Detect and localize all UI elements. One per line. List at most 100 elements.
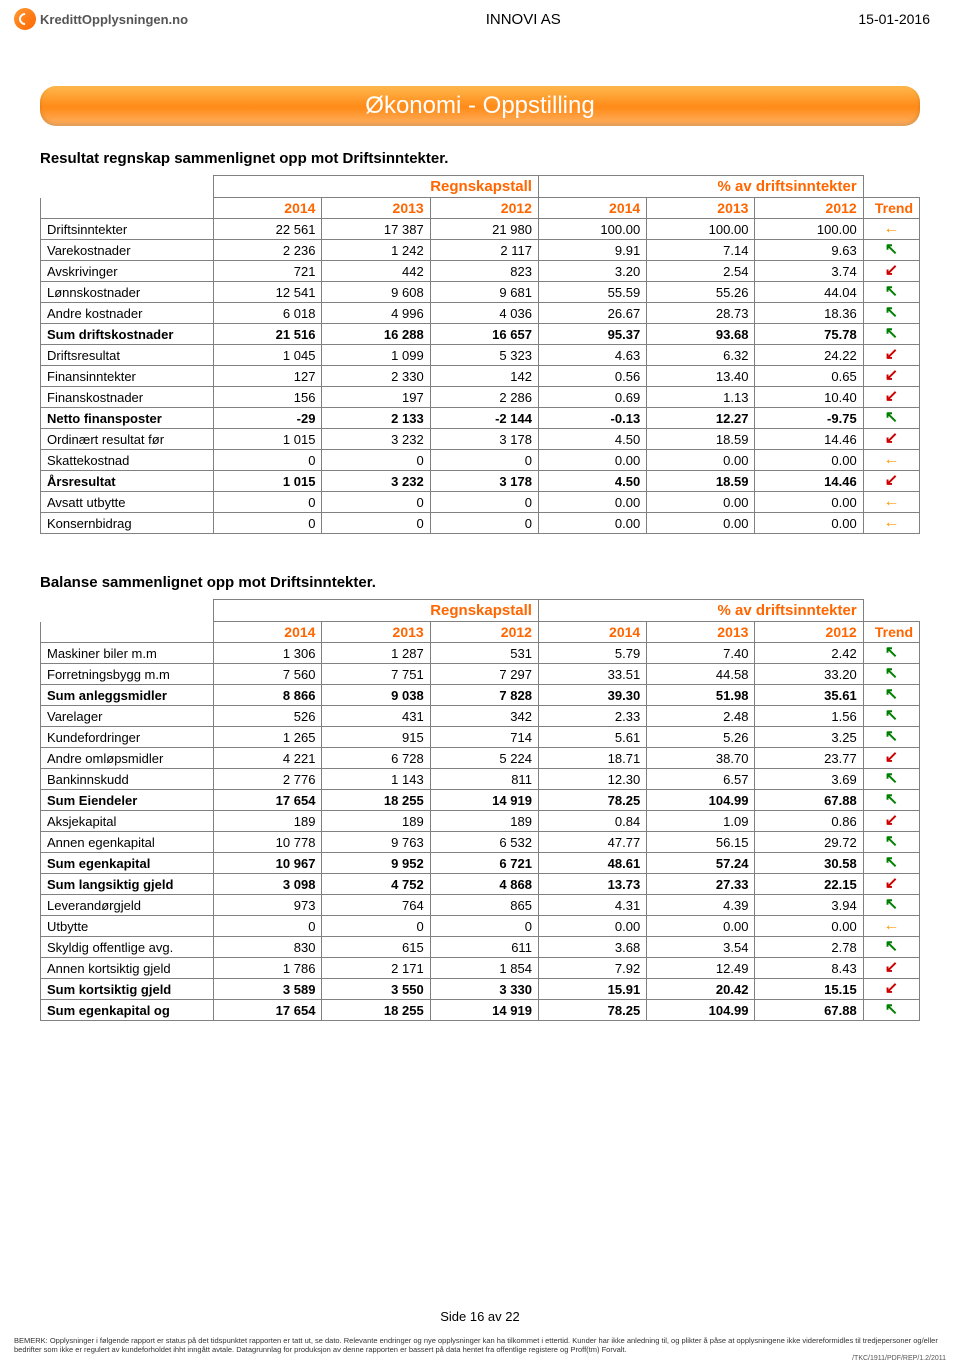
cell-value: 39.30	[538, 685, 646, 706]
table-row: Leverandørgjeld9737648654.314.393.94↖	[41, 895, 920, 916]
cell-value: 18.59	[647, 429, 755, 450]
cell-value: 1 242	[322, 240, 430, 261]
year-col: 2013	[322, 198, 430, 219]
row-label: Avsatt utbytte	[41, 492, 214, 513]
trend-cell: ↙	[863, 261, 919, 282]
cell-value: 5.79	[538, 643, 646, 664]
cell-value: 865	[430, 895, 538, 916]
cell-value: 189	[322, 811, 430, 832]
cell-value: 93.68	[647, 324, 755, 345]
group-header-right: % av driftsinntekter	[538, 176, 863, 198]
cell-value: 4.31	[538, 895, 646, 916]
blank-cell	[41, 198, 214, 219]
cell-value: 6.57	[647, 769, 755, 790]
year-col: 2013	[647, 622, 755, 643]
cell-value: 4 036	[430, 303, 538, 324]
row-label: Varelager	[41, 706, 214, 727]
cell-value: 2 117	[430, 240, 538, 261]
cell-value: 3 178	[430, 471, 538, 492]
cell-value: 55.59	[538, 282, 646, 303]
row-label: Annen kortsiktig gjeld	[41, 958, 214, 979]
cell-value: 22.15	[755, 874, 863, 895]
trend-col: Trend	[863, 622, 919, 643]
row-label: Avskrivinger	[41, 261, 214, 282]
page-number: Side 16 av 22	[0, 1309, 960, 1324]
blank-cell	[41, 600, 214, 622]
cell-value: 0.86	[755, 811, 863, 832]
table-row: Årsresultat1 0153 2323 1784.5018.5914.46…	[41, 471, 920, 492]
trend-cell: ↖	[863, 769, 919, 790]
cell-value: 3 330	[430, 979, 538, 1000]
table-row: Utbytte0000.000.000.00←	[41, 916, 920, 937]
table-row: Finanskostnader1561972 2860.691.1310.40↙	[41, 387, 920, 408]
cell-value: 7.40	[647, 643, 755, 664]
cell-value: 18.59	[647, 471, 755, 492]
trend-cell: ↙	[863, 979, 919, 1000]
trend-cell: ↙	[863, 345, 919, 366]
cell-value: 127	[214, 366, 322, 387]
logo: KredittOpplysningen.no	[14, 8, 188, 30]
cell-value: 4 868	[430, 874, 538, 895]
cell-value: 38.70	[647, 748, 755, 769]
trend-col: Trend	[863, 198, 919, 219]
year-col: 2014	[538, 198, 646, 219]
trend-down-icon: ↙	[885, 960, 898, 976]
cell-value: 721	[214, 261, 322, 282]
blank-cell	[41, 176, 214, 198]
cell-value: 1 306	[214, 643, 322, 664]
cell-value: 67.88	[755, 790, 863, 811]
trend-cell: ↙	[863, 471, 919, 492]
cell-value: 0.00	[755, 513, 863, 534]
cell-value: 3.68	[538, 937, 646, 958]
cell-value: 1.56	[755, 706, 863, 727]
trend-up-icon: ↖	[885, 1002, 898, 1018]
trend-down-icon: ↙	[885, 347, 898, 363]
cell-value: 78.25	[538, 1000, 646, 1021]
cell-value: 431	[322, 706, 430, 727]
cell-value: 197	[322, 387, 430, 408]
row-label: Bankinnskudd	[41, 769, 214, 790]
cell-value: 811	[430, 769, 538, 790]
year-col: 2014	[214, 622, 322, 643]
trend-up-icon: ↖	[885, 708, 898, 724]
cell-value: 14 919	[430, 790, 538, 811]
cell-value: 1 045	[214, 345, 322, 366]
cell-value: 1 854	[430, 958, 538, 979]
cell-value: 5.61	[538, 727, 646, 748]
cell-value: -29	[214, 408, 322, 429]
cell-value: 142	[430, 366, 538, 387]
result-table: Regnskapstall % av driftsinntekter 2014 …	[40, 175, 920, 534]
trend-up-icon: ↖	[885, 305, 898, 321]
cell-value: 189	[214, 811, 322, 832]
cell-value: 0	[214, 492, 322, 513]
cell-value: 4 221	[214, 748, 322, 769]
cell-value: 0.69	[538, 387, 646, 408]
cell-value: 0.56	[538, 366, 646, 387]
cell-value: 22 561	[214, 219, 322, 240]
trend-flat-icon: ←	[883, 494, 899, 510]
row-label: Finanskostnader	[41, 387, 214, 408]
cell-value: 0	[430, 450, 538, 471]
cell-value: 189	[430, 811, 538, 832]
trend-cell: ↖	[863, 790, 919, 811]
year-col: 2012	[755, 622, 863, 643]
cell-value: 2 236	[214, 240, 322, 261]
cell-value: 526	[214, 706, 322, 727]
cell-value: 4 996	[322, 303, 430, 324]
cell-value: -0.13	[538, 408, 646, 429]
cell-value: 1 786	[214, 958, 322, 979]
cell-value: 0.00	[755, 916, 863, 937]
cell-value: 2 171	[322, 958, 430, 979]
trend-down-icon: ↙	[885, 431, 898, 447]
page-header: KredittOpplysningen.no INNOVI AS 15-01-2…	[0, 0, 960, 36]
table-row: Ordinært resultat før1 0153 2323 1784.50…	[41, 429, 920, 450]
cell-value: 9 952	[322, 853, 430, 874]
cell-value: 4 752	[322, 874, 430, 895]
cell-value: 23.77	[755, 748, 863, 769]
table-row: Annen kortsiktig gjeld1 7862 1711 8547.9…	[41, 958, 920, 979]
cell-value: 2 133	[322, 408, 430, 429]
trend-cell: ↙	[863, 387, 919, 408]
trend-cell: ↖	[863, 895, 919, 916]
cell-value: 1 287	[322, 643, 430, 664]
disclaimer-text: BEMERK: Opplysninger i følgende rapport …	[14, 1336, 946, 1354]
